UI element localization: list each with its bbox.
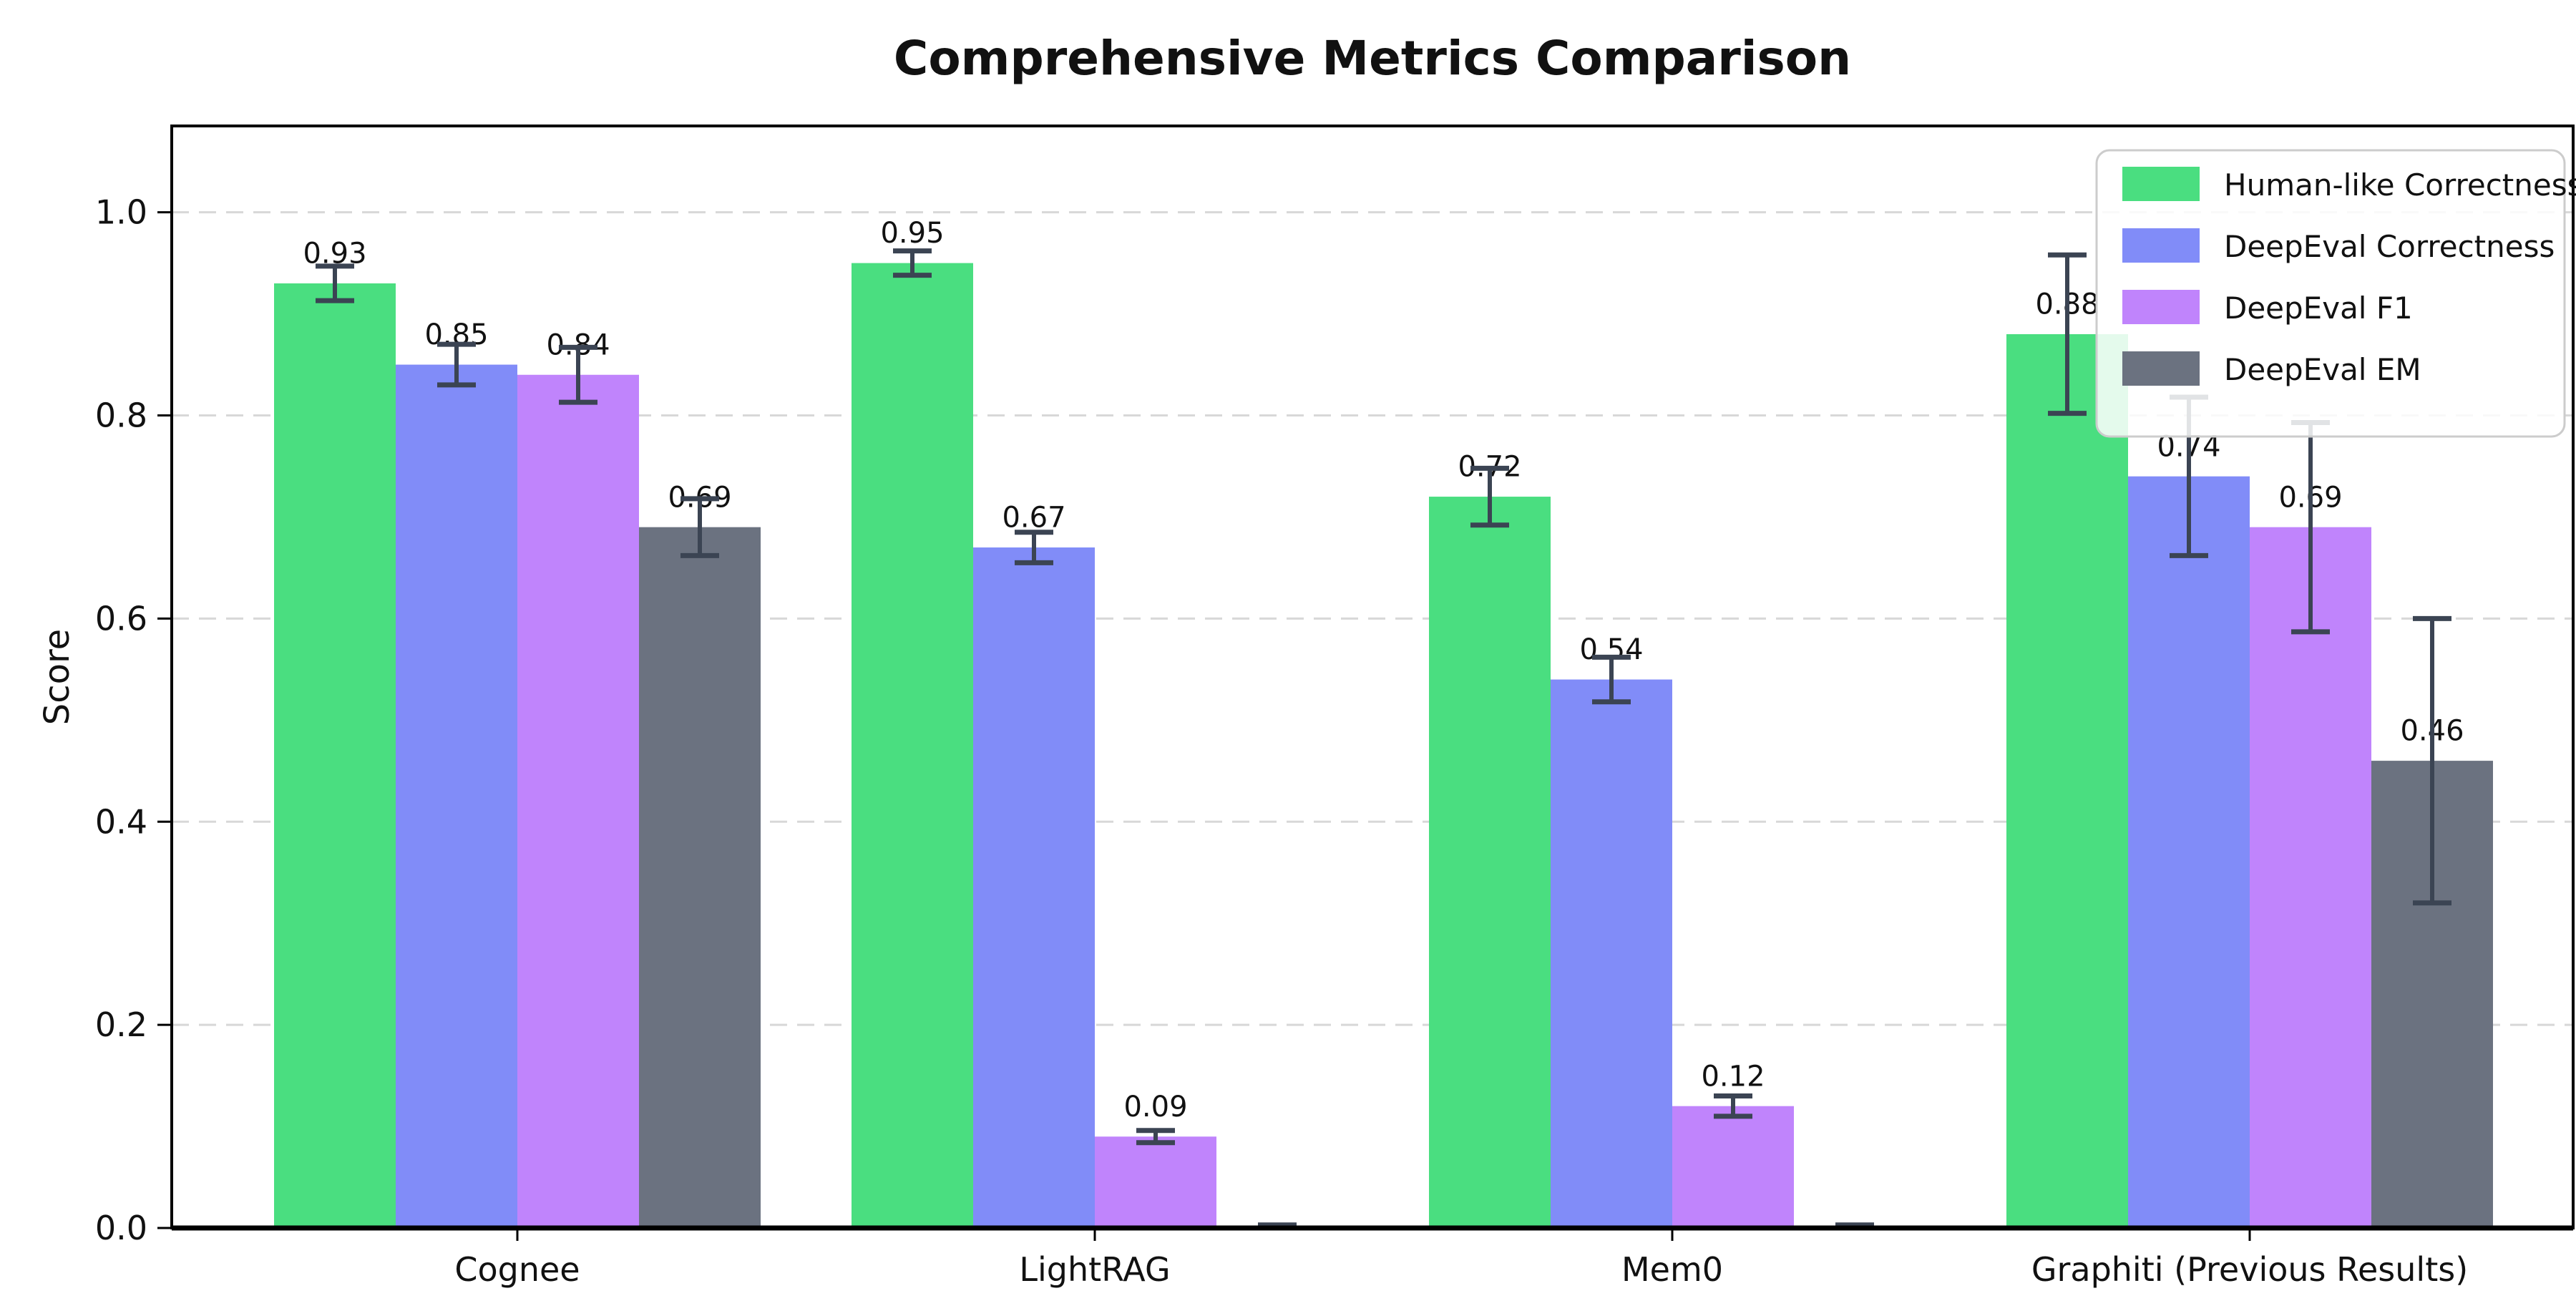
bar-mem0-deepeval-correctness bbox=[1551, 679, 1672, 1228]
error-bar-lightrag-deepeval-correctness bbox=[1015, 530, 1053, 565]
bar-mem0-deepeval-f1 bbox=[1672, 1106, 1794, 1228]
y-tick-label-0.2: 0.2 bbox=[95, 1005, 147, 1044]
bars bbox=[274, 263, 2493, 1229]
error-bar-lightrag-deepeval-f1 bbox=[1136, 1128, 1175, 1146]
bar-value-label-mem0-deepeval-f1: 0.12 bbox=[1701, 1060, 1765, 1093]
legend-swatch-human-like-correctness bbox=[2122, 167, 2200, 201]
y-axis-label: Score bbox=[37, 629, 77, 725]
error-bar-graphiti-previous-results-human-like-correctness bbox=[2048, 252, 2087, 416]
bar-lightrag-deepeval-f1 bbox=[1095, 1136, 1216, 1228]
legend-swatch-deepeval-f1 bbox=[2122, 290, 2200, 324]
y-tick-label-0.0: 0.0 bbox=[95, 1209, 147, 1247]
axes: 0.0 0.2 0.4 0.6 0.8 1.0 Cognee LightRAG Mem0 Grap… bbox=[95, 125, 2575, 1289]
bar-value-label-lightrag-deepeval-correctness: 0.67 bbox=[1002, 502, 1065, 535]
legend: Human-like Correctness DeepEval Correctne… bbox=[2095, 149, 2576, 438]
legend-label-human-like-correctness: Human-like Correctness bbox=[2224, 167, 2576, 203]
error-bar-lightrag-human-like-correctness bbox=[893, 248, 932, 278]
legend-swatch-deepeval-em bbox=[2122, 351, 2200, 386]
chart-title: Comprehensive Metrics Comparison bbox=[894, 31, 1851, 86]
error-bar-mem0-deepeval-correctness bbox=[1592, 654, 1631, 705]
legend-item-human-like-correctness: Human-like Correctness bbox=[2122, 167, 2576, 203]
legend-item-deepeval-correctness: DeepEval Correctness bbox=[2122, 228, 2555, 264]
bar-cognee-deepeval-correctness bbox=[396, 364, 517, 1229]
x-tick-label-lightrag: LightRAG bbox=[1019, 1250, 1170, 1289]
bar-graphiti-previous-results-deepeval-f1 bbox=[2250, 527, 2371, 1228]
legend-item-deepeval-f1: DeepEval F1 bbox=[2122, 290, 2413, 326]
legend-box bbox=[2095, 149, 2566, 438]
metrics-bar-chart: Comprehensive Metrics Comparison Score 0… bbox=[29, 11, 2576, 1300]
bar-graphiti-previous-results-deepeval-correctness bbox=[2128, 476, 2250, 1228]
bar-cognee-deepeval-em bbox=[639, 527, 761, 1228]
y-tick-label-1.0: 1.0 bbox=[95, 193, 147, 232]
bar-graphiti-previous-results-human-like-correctness bbox=[2006, 333, 2128, 1228]
bar-lightrag-human-like-correctness bbox=[852, 263, 973, 1228]
error-bar-mem0-human-like-correctness bbox=[1470, 465, 1509, 528]
legend-label-deepeval-correctness: DeepEval Correctness bbox=[2224, 229, 2555, 264]
y-tick-label-0.8: 0.8 bbox=[95, 396, 147, 435]
legend-label-deepeval-em: DeepEval EM bbox=[2224, 352, 2421, 387]
legend-swatch-deepeval-correctness bbox=[2122, 228, 2200, 263]
chart-figure: Comprehensive Metrics Comparison Score 0… bbox=[29, 11, 2576, 1300]
error-bar-cognee-deepeval-correctness bbox=[437, 341, 476, 388]
error-bar-graphiti-previous-results-deepeval-em bbox=[2413, 615, 2451, 906]
error-bar-cognee-deepeval-f1 bbox=[559, 344, 597, 405]
y-tick-label-0.6: 0.6 bbox=[95, 599, 147, 638]
error-bar-cognee-human-like-correctness bbox=[316, 263, 354, 303]
x-tick-label-cognee: Cognee bbox=[454, 1250, 580, 1289]
legend-label-deepeval-f1: DeepEval F1 bbox=[2224, 291, 2413, 326]
bar-cognee-deepeval-f1 bbox=[517, 374, 639, 1228]
bar-mem0-human-like-correctness bbox=[1429, 497, 1551, 1228]
legend-item-deepeval-em: DeepEval EM bbox=[2122, 351, 2421, 387]
bar-lightrag-deepeval-correctness bbox=[973, 547, 1095, 1228]
y-tick-label-0.4: 0.4 bbox=[95, 802, 147, 841]
error-bar-mem0-deepeval-f1 bbox=[1714, 1093, 1752, 1119]
x-tick-label-graphiti-previous-results: Graphiti (Previous Results) bbox=[2031, 1250, 2468, 1289]
bar-cognee-human-like-correctness bbox=[274, 283, 396, 1228]
x-tick-label-mem0: Mem0 bbox=[1621, 1250, 1723, 1289]
bar-value-label-lightrag-deepeval-f1: 0.09 bbox=[1123, 1091, 1187, 1124]
error-bar-cognee-deepeval-em bbox=[680, 496, 719, 558]
bar-value-label-lightrag-human-like-correctness: 0.95 bbox=[880, 217, 944, 250]
